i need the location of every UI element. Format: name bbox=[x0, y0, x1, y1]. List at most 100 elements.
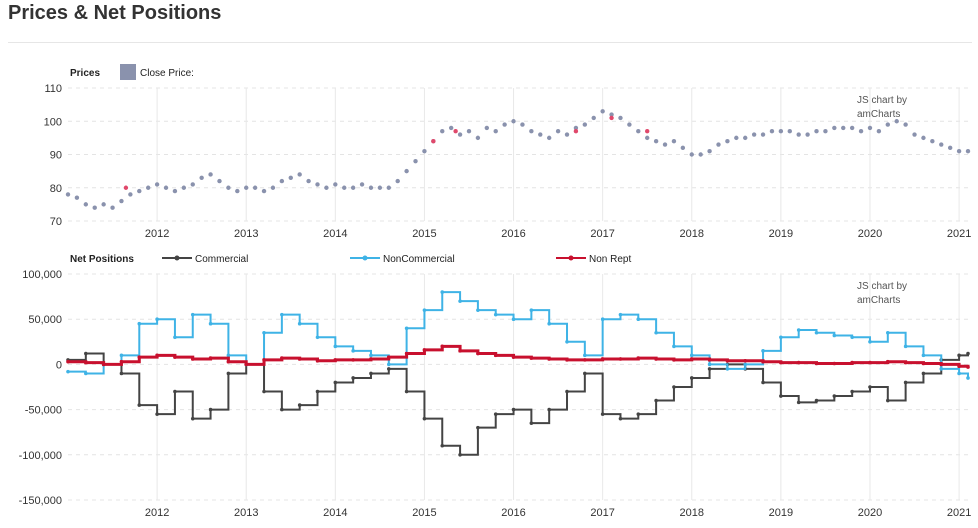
net-point-1-41 bbox=[796, 328, 801, 332]
prices-point-0-61 bbox=[609, 112, 614, 117]
net-point-1-23 bbox=[476, 308, 480, 312]
net-y-tick-2: 0 bbox=[56, 359, 62, 371]
prices-point-0-97 bbox=[930, 139, 935, 144]
prices-point-0-67 bbox=[662, 142, 668, 147]
prices-point-0-73 bbox=[716, 142, 721, 147]
net-credit-line1[interactable]: JS chart by bbox=[857, 281, 907, 292]
prices-point-0-24 bbox=[279, 178, 285, 184]
net-point-1-26 bbox=[529, 308, 534, 312]
legend-commercial-label[interactable]: Commercial bbox=[195, 254, 248, 265]
prices-credit-line2[interactable]: amCharts bbox=[857, 109, 900, 120]
net-x-tick-6: 2018 bbox=[680, 507, 704, 519]
prices-legend-label[interactable]: Close Price: bbox=[140, 68, 194, 79]
prices-point-0-12 bbox=[172, 188, 178, 194]
prices-point-0-29 bbox=[324, 185, 329, 190]
net-point-2-18 bbox=[386, 355, 391, 359]
prices-point-0-22 bbox=[261, 188, 267, 194]
prices-point-0-32 bbox=[350, 185, 356, 190]
prices-point-0-8 bbox=[137, 188, 142, 194]
prices-point-0-64 bbox=[636, 129, 641, 134]
net-point-2-6 bbox=[173, 355, 177, 359]
prices-point-0-27 bbox=[306, 178, 311, 184]
net-point-2-31 bbox=[618, 357, 623, 361]
prices-point-0-93 bbox=[894, 119, 899, 124]
net-positions-grid bbox=[68, 273, 968, 501]
net-point-0-28 bbox=[565, 389, 569, 394]
net-point-1-30 bbox=[600, 317, 605, 322]
net-point-0-15 bbox=[333, 380, 338, 385]
legend-commercial[interactable]: Commercial bbox=[162, 254, 248, 265]
net-point-2-49 bbox=[939, 362, 944, 367]
prices-credit-line1[interactable]: JS chart by bbox=[857, 95, 907, 106]
prices-point-0-14 bbox=[190, 182, 195, 187]
net-point-0-33 bbox=[654, 398, 658, 403]
prices-point-0-39 bbox=[413, 158, 418, 164]
prices-point-0-54 bbox=[546, 135, 552, 141]
prices-point-0-48 bbox=[493, 129, 498, 134]
net-point-2-41 bbox=[796, 360, 801, 365]
prices-point-0-33 bbox=[359, 182, 365, 187]
legend-commercial-marker bbox=[174, 255, 180, 261]
net-point-0-12 bbox=[280, 407, 284, 412]
net-point-2-38 bbox=[743, 358, 748, 363]
net-point-2-32 bbox=[636, 356, 641, 360]
prices-point-0-23 bbox=[270, 185, 276, 190]
net-point-1-17 bbox=[369, 353, 373, 358]
prices-point-0-53 bbox=[538, 132, 543, 137]
prices-point-0-42 bbox=[440, 129, 445, 134]
net-point-2-48 bbox=[921, 361, 926, 366]
net-point-1-51 bbox=[966, 376, 970, 380]
net-point-1-46 bbox=[886, 330, 890, 335]
net-point-1-5 bbox=[155, 317, 159, 322]
net-point-1-7 bbox=[190, 312, 195, 317]
prices-point-0-96 bbox=[921, 135, 926, 141]
prices-point-0-46 bbox=[475, 135, 481, 141]
net-credit-line2[interactable]: amCharts bbox=[857, 295, 900, 306]
net-point-2-37 bbox=[725, 358, 730, 363]
net-point-1-44 bbox=[850, 335, 854, 340]
prices-point-0-56 bbox=[564, 132, 570, 137]
net-point-1-22 bbox=[458, 299, 462, 303]
net-point-1-25 bbox=[511, 317, 516, 322]
net-point-0-39 bbox=[761, 380, 765, 385]
prices-point-0-59 bbox=[591, 115, 596, 121]
net-point-2-46 bbox=[886, 359, 890, 364]
prices-legend-swatch[interactable] bbox=[120, 64, 136, 80]
prices-point-0-38 bbox=[404, 168, 409, 174]
legend-nonrept[interactable]: Non Rept bbox=[556, 254, 631, 265]
prices-point-0-78 bbox=[760, 132, 766, 137]
net-point-1-28 bbox=[565, 340, 569, 344]
net-point-1-0 bbox=[66, 369, 70, 374]
net-point-2-44 bbox=[850, 360, 854, 365]
prices-grid bbox=[68, 87, 968, 222]
net-positions-series bbox=[66, 290, 970, 457]
prices-point-0-84 bbox=[814, 129, 819, 134]
net-point-1-27 bbox=[547, 321, 551, 326]
prices-point-0-1 bbox=[74, 195, 80, 200]
net-point-2-42 bbox=[814, 361, 819, 366]
net-point-2-9 bbox=[226, 359, 231, 364]
title-divider bbox=[8, 42, 972, 43]
net-point-0-32 bbox=[636, 412, 641, 416]
prices-point-0-7 bbox=[128, 192, 133, 197]
prices-point-0-66 bbox=[653, 139, 659, 144]
prices-point-0-79 bbox=[769, 129, 775, 134]
net-point-2-29 bbox=[583, 358, 587, 362]
net-point-2-28 bbox=[565, 358, 569, 362]
net-point-1-34 bbox=[672, 344, 676, 349]
net-point-2-26 bbox=[529, 356, 534, 360]
prices-point-0-47 bbox=[484, 125, 490, 131]
prices-point-0-0 bbox=[65, 192, 71, 197]
net-point-2-24 bbox=[493, 353, 498, 358]
legend-noncommercial[interactable]: NonCommercial bbox=[350, 254, 455, 265]
net-point-1-45 bbox=[868, 340, 872, 344]
prices-point-0-77 bbox=[751, 132, 757, 137]
prices-point-0-5 bbox=[110, 205, 115, 210]
legend-nonrept-label[interactable]: Non Rept bbox=[589, 254, 631, 265]
net-point-2-39 bbox=[761, 359, 765, 364]
legend-nonrept-marker bbox=[568, 255, 574, 261]
legend-noncommercial-label[interactable]: NonCommercial bbox=[383, 254, 455, 265]
net-point-1-29 bbox=[583, 353, 587, 358]
prices-x-tick-1: 2013 bbox=[234, 228, 258, 240]
